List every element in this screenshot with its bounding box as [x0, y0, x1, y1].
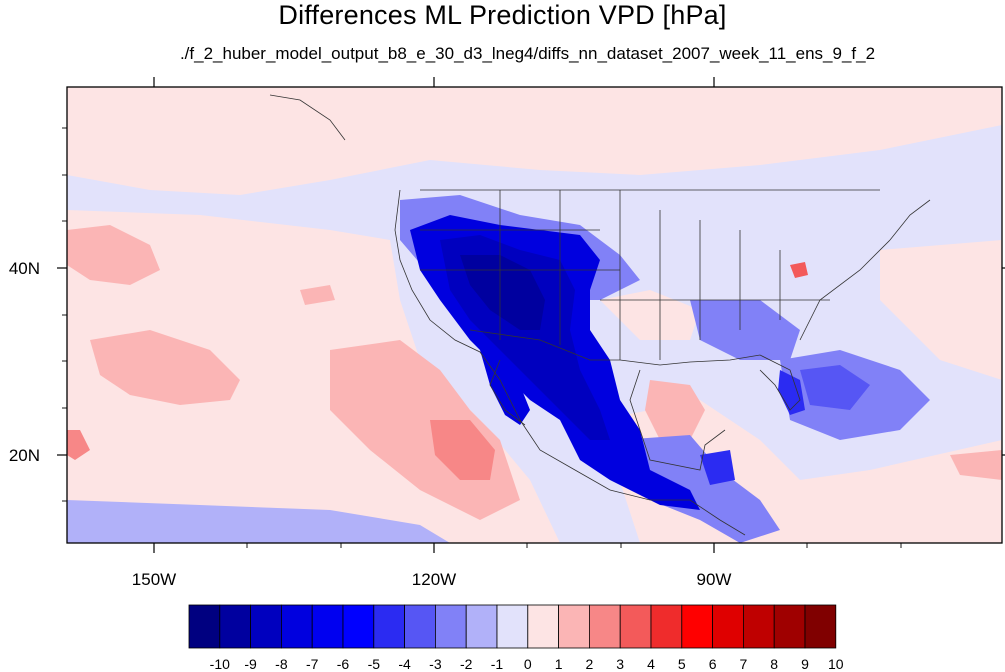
colorbar-label: -3: [429, 656, 442, 672]
colorbar-box: [188, 604, 221, 649]
colorbar-label: 7: [740, 656, 748, 672]
x-tick-label-90w: 90W: [697, 570, 732, 589]
map-title: Differences ML Prediction VPD [hPa]: [278, 0, 727, 30]
difference-field: [67, 87, 1002, 543]
colorbar-box: [311, 604, 344, 649]
colorbar-label: -6: [337, 656, 350, 672]
colorbar-box: [558, 604, 590, 649]
colorbar-label: 6: [709, 656, 717, 672]
major-ticks: [57, 77, 1005, 553]
colorbar-box: [465, 604, 498, 649]
colorbar-box: [773, 604, 806, 649]
colorbar-label: 8: [770, 656, 778, 672]
colorbar-box: [712, 604, 744, 649]
colorbar-label: -4: [398, 656, 411, 672]
colorbar-label: -1: [491, 656, 504, 672]
colorbar-label: -9: [244, 656, 257, 672]
colorbar-box: [804, 604, 837, 649]
colorbar-box: [527, 604, 559, 649]
colorbar-label: -2: [460, 656, 473, 672]
colorbar-label: 0: [524, 656, 532, 672]
colorbar-label: 1: [555, 656, 563, 672]
colorbar-box: [219, 604, 252, 649]
y-tick-label-20n: 20N: [9, 446, 40, 465]
colorbar-label: 2: [586, 656, 594, 672]
colorbar-label: 5: [678, 656, 686, 672]
x-tick-label-120w: 120W: [412, 570, 456, 589]
colorbar-label: 9: [801, 656, 809, 672]
colorbar-box: [681, 604, 713, 649]
map-subtitle: ./f_2_huber_model_output_b8_e_30_d3_lneg…: [179, 44, 876, 63]
colorbar-box: [373, 604, 405, 649]
colorbar-label: -7: [306, 656, 319, 672]
colorbar-labels: -10 -9 -8 -7 -6 -5 -4 -3 -2 -1 0 1 2 3 4 5 6 7 8 9 10: [210, 656, 844, 672]
colorbar-box: [342, 604, 375, 649]
colorbar-label: -10: [210, 656, 230, 672]
colorbar-box: [589, 604, 621, 649]
colorbar-label: 4: [647, 656, 655, 672]
colorbar-box: [496, 604, 529, 649]
colorbar-box: [404, 604, 436, 649]
colorbar-box: [650, 604, 683, 649]
minor-ticks: [62, 127, 902, 548]
colorbar-box: [280, 604, 313, 649]
colorbar-box: [250, 604, 282, 649]
colorbar-label: -5: [368, 656, 381, 672]
y-tick-label-40n: 40N: [9, 259, 40, 278]
colorbar-box: [434, 604, 467, 649]
colorbar-label: 3: [616, 656, 624, 672]
colorbar-label: -8: [275, 656, 288, 672]
colorbar-box: [619, 604, 652, 649]
colorbar-label: 10: [828, 656, 844, 672]
colorbar-box: [743, 604, 775, 649]
x-tick-label-150w: 150W: [132, 570, 176, 589]
colorbar: [188, 604, 837, 649]
